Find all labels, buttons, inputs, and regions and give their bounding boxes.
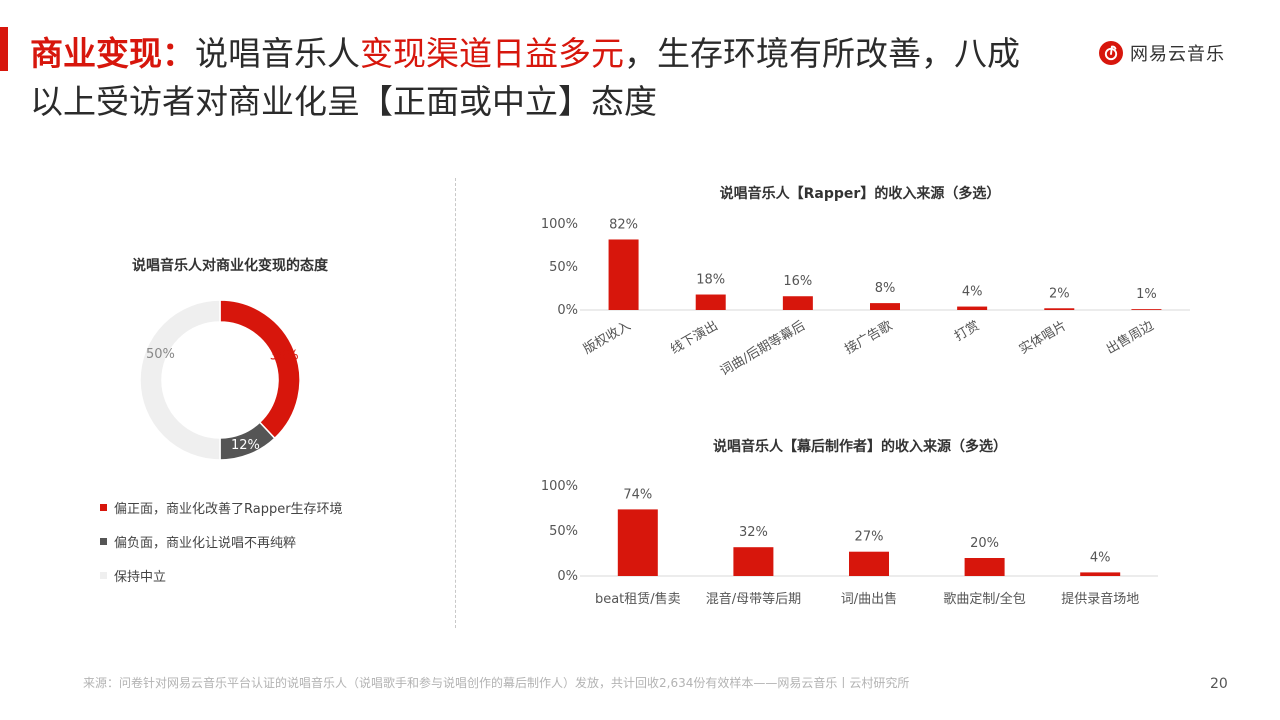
x-tick-label: 词/曲出售 bbox=[841, 591, 897, 607]
donut-slice-label: 12% bbox=[231, 438, 260, 453]
title-part2: ，生存环境有所改善，八成以上受访者对商业化呈【正面或中立】态度 bbox=[30, 34, 1020, 121]
y-tick-label: 50% bbox=[549, 260, 578, 275]
x-tick-label: 实体唱片 bbox=[1017, 318, 1070, 357]
x-tick-label: 混音/母带等后期 bbox=[706, 591, 801, 607]
legend-swatch-neutral bbox=[100, 571, 107, 579]
bar bbox=[849, 551, 889, 576]
y-tick-label: 50% bbox=[549, 524, 578, 539]
y-tick-label: 0% bbox=[557, 569, 578, 584]
x-tick-label: 出售周边 bbox=[1103, 318, 1156, 358]
brand-logo: 网易云音乐 bbox=[1099, 39, 1225, 67]
bar bbox=[1131, 309, 1162, 310]
bar bbox=[964, 558, 1005, 576]
bar-value-label: 20% bbox=[970, 536, 999, 551]
bar bbox=[617, 509, 658, 576]
title-highlight: 变现渠道日益多元 bbox=[360, 34, 624, 73]
bar-value-label: 18% bbox=[696, 273, 725, 288]
rapper-income-chart-title: 说唱音乐人【Rapper】的收入来源（多选） bbox=[719, 186, 1001, 202]
title-accent-bar bbox=[0, 27, 8, 71]
legend-label-positive: 偏正面，商业化改善了Rapper生存环境 bbox=[114, 501, 343, 517]
bar bbox=[733, 547, 774, 576]
legend-label-negative: 偏负面，商业化让说唱不再纯粹 bbox=[114, 535, 297, 551]
donut-chart-title: 说唱音乐人对商业化变现的态度 bbox=[132, 258, 328, 274]
section-divider bbox=[455, 178, 456, 628]
y-tick-label: 0% bbox=[557, 303, 578, 318]
legend-label-neutral: 保持中立 bbox=[114, 569, 167, 585]
legend-item-negative: 偏负面，商业化让说唱不再纯粹 bbox=[100, 524, 343, 558]
legend-swatch-negative bbox=[100, 537, 107, 545]
bar bbox=[957, 306, 988, 310]
title-lead: 商业变现： bbox=[30, 34, 195, 73]
legend-swatch-positive bbox=[100, 503, 107, 511]
legend-item-neutral: 保持中立 bbox=[100, 558, 343, 592]
bar bbox=[1080, 572, 1121, 576]
donut-legend: 偏正面，商业化改善了Rapper生存环境 偏负面，商业化让说唱不再纯粹 保持中立 bbox=[100, 490, 343, 592]
bar bbox=[870, 303, 900, 310]
x-tick-label: 打赏 bbox=[952, 318, 982, 344]
bar bbox=[1044, 308, 1075, 310]
bar bbox=[608, 239, 639, 310]
page-title: 商业变现：说唱音乐人变现渠道日益多元，生存环境有所改善，八成以上受访者对商业化呈… bbox=[30, 30, 1040, 126]
x-tick-label: beat租赁/售卖 bbox=[595, 591, 681, 607]
bar-value-label: 16% bbox=[783, 274, 812, 289]
source-footnote: 来源：问卷针对网易云音乐平台认证的说唱音乐人（说唱歌手和参与说唱创作的幕后制作人… bbox=[83, 676, 910, 690]
legend-item-positive: 偏正面，商业化改善了Rapper生存环境 bbox=[100, 490, 343, 524]
bar-value-label: 32% bbox=[739, 525, 768, 540]
x-tick-label: 提供录音场地 bbox=[1061, 591, 1139, 607]
x-tick-label: 线下演出 bbox=[668, 318, 721, 358]
bar bbox=[695, 294, 726, 310]
bar-value-label: 74% bbox=[623, 487, 652, 502]
bar-value-label: 4% bbox=[1090, 550, 1111, 565]
donut-slice-label: 50% bbox=[146, 347, 175, 362]
title-part1: 说唱音乐人 bbox=[195, 34, 360, 73]
donut-slice bbox=[219, 299, 301, 440]
bar bbox=[782, 296, 813, 310]
donut-slice bbox=[139, 299, 221, 461]
brand-name: 网易云音乐 bbox=[1130, 44, 1225, 65]
x-tick-label: 词曲/后期等幕后 bbox=[717, 318, 808, 380]
bar-value-label: 2% bbox=[1049, 286, 1070, 301]
y-tick-label: 100% bbox=[541, 217, 578, 232]
x-tick-label: 接广告歌 bbox=[842, 318, 895, 358]
bar-value-label: 82% bbox=[609, 217, 638, 232]
y-tick-label: 100% bbox=[541, 479, 578, 494]
netease-cloud-music-icon bbox=[1099, 41, 1123, 65]
donut-slice-label: 38% bbox=[270, 349, 299, 364]
x-tick-label: 版权收入 bbox=[581, 318, 634, 358]
rapper-income-bar-chart: 0% 50% 100% 82% 版权收入 18% 线下演出 16% 词曲/后期等幕后 8% 接广告歌… bbox=[541, 217, 1190, 380]
bar-value-label: 1% bbox=[1136, 287, 1157, 302]
bar-value-label: 27% bbox=[855, 530, 884, 545]
bar-value-label: 4% bbox=[962, 285, 983, 300]
attitude-donut-chart: 38% 12% 50% bbox=[139, 299, 301, 461]
bar-value-label: 8% bbox=[875, 281, 896, 296]
page-number: 20 bbox=[1210, 676, 1228, 692]
x-tick-label: 歌曲定制/全包 bbox=[943, 591, 1025, 607]
producer-income-bar-chart: 0% 50% 100% 74% beat租赁/售卖 32% 混音/母带等后期 27% 词/曲出售… bbox=[541, 479, 1158, 607]
producer-income-chart-title: 说唱音乐人【幕后制作者】的收入来源（多选） bbox=[713, 439, 1007, 455]
